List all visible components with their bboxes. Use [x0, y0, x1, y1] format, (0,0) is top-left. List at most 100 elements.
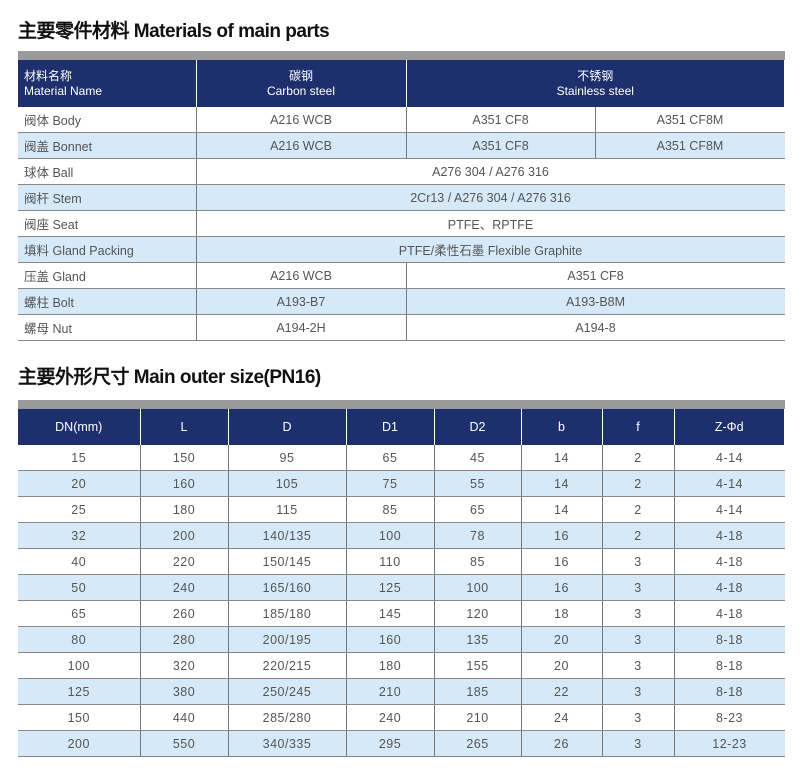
sizes-header-row: DN(mm) L D D1 D2 b f Z-Φd	[18, 409, 785, 445]
carbon-steel-material: A216 WCB	[195, 107, 406, 133]
table-row: 螺母 Nut A194-2H A194-8	[18, 314, 785, 341]
size-cell: 100	[345, 522, 434, 549]
table-row: 阀座 Seat PTFE、RPTFE	[18, 210, 785, 237]
size-cell: 65	[345, 445, 434, 471]
size-cell: 150	[18, 704, 140, 731]
table-row: 125 380 250/245 210 185 22 3 8-18	[18, 678, 785, 705]
size-cell: 15	[18, 445, 140, 471]
size-cell: 20	[520, 652, 602, 679]
size-cell: 65	[433, 496, 521, 523]
size-cell: 22	[520, 678, 602, 705]
size-cell: 3	[601, 704, 674, 731]
size-cell: 265	[433, 730, 521, 757]
size-cell: 550	[139, 730, 228, 757]
size-cell: 16	[520, 548, 602, 575]
table-row: 150 440 285/280 240 210 24 3 8-23	[18, 704, 785, 731]
table-row: 填料 Gland Packing PTFE/柔性石墨 Flexible Graph…	[18, 236, 785, 263]
part-name: 螺母 Nut	[18, 314, 196, 341]
size-cell: 185	[433, 678, 521, 705]
size-cell: 80	[18, 626, 140, 653]
size-cell: 100	[18, 652, 140, 679]
size-cell: 210	[345, 678, 434, 705]
part-name: 阀盖 Bonnet	[18, 132, 196, 159]
size-cell: 165/160	[227, 574, 346, 601]
sizes-title: 主要外形尺寸 Main outer size(PN16)	[18, 367, 321, 388]
size-cell: 2	[601, 445, 674, 471]
size-cell: 4-18	[673, 600, 785, 627]
size-cell: 3	[601, 574, 674, 601]
size-cell: 8-23	[673, 704, 785, 731]
size-cell: 3	[601, 730, 674, 757]
stainless-cf8m-material: A351 CF8M	[594, 107, 785, 133]
column-header: b	[520, 409, 603, 445]
size-cell: 14	[520, 470, 602, 497]
size-cell: 8-18	[673, 678, 785, 705]
size-cell: 32	[18, 522, 140, 549]
materials-title: 主要零件材料 Materials of main parts	[18, 21, 330, 42]
size-cell: 320	[139, 652, 228, 679]
size-cell: 24	[520, 704, 602, 731]
size-cell: 220/215	[227, 652, 346, 679]
size-cell: 16	[520, 574, 602, 601]
size-cell: 20	[18, 470, 140, 497]
sizes-table: DN(mm) L D D1 D2 b f Z-Φd 15 150 95 65 45 14 2 4-14 20 1…	[18, 409, 785, 757]
materials-table: 材料名称 Material Name 碳钢 Carbon steel 不锈钢 Stai…	[18, 60, 785, 341]
size-cell: 150	[139, 445, 228, 471]
materials-header-row: 材料名称 Material Name 碳钢 Carbon steel 不锈钢 Stai…	[18, 60, 785, 107]
size-cell: 180	[345, 652, 434, 679]
size-cell: 2	[601, 470, 674, 497]
size-cell: 3	[601, 548, 674, 575]
table-row: 15 150 95 65 45 14 2 4-14	[18, 445, 785, 471]
size-cell: 115	[227, 496, 346, 523]
size-cell: 12-23	[673, 730, 785, 757]
size-cell: 3	[601, 678, 674, 705]
part-name: 阀体 Body	[18, 107, 196, 133]
part-name: 螺柱 Bolt	[18, 288, 196, 315]
carbon-steel-material: A193-B7	[195, 288, 406, 315]
column-header: DN(mm)	[18, 409, 141, 445]
size-cell: 120	[433, 600, 521, 627]
carbon-steel-material: A216 WCB	[195, 132, 406, 159]
size-cell: 140/135	[227, 522, 346, 549]
table-row: 100 320 220/215 180 155 20 3 8-18	[18, 652, 785, 679]
table-row: 压盖 Gland A216 WCB A351 CF8	[18, 262, 785, 289]
size-cell: 14	[520, 496, 602, 523]
column-header: f	[601, 409, 675, 445]
size-cell: 18	[520, 600, 602, 627]
part-name: 填料 Gland Packing	[18, 236, 196, 263]
size-cell: 20	[520, 626, 602, 653]
materials-header-bar	[18, 51, 785, 60]
table-row: 球体 Ball A276 304 / A276 316	[18, 158, 785, 185]
size-cell: 295	[345, 730, 434, 757]
table-row: 80 280 200/195 160 135 20 3 8-18	[18, 626, 785, 653]
size-cell: 45	[433, 445, 521, 471]
size-cell: 155	[433, 652, 521, 679]
size-cell: 250/245	[227, 678, 346, 705]
size-cell: 65	[18, 600, 140, 627]
size-cell: 8-18	[673, 626, 785, 653]
header-carbon-steel: 碳钢 Carbon steel	[195, 60, 407, 107]
size-cell: 4-14	[673, 445, 785, 471]
size-cell: 240	[345, 704, 434, 731]
size-cell: 380	[139, 678, 228, 705]
material-all: PTFE/柔性石墨 Flexible Graphite	[195, 236, 785, 263]
part-name: 阀座 Seat	[18, 210, 196, 237]
size-cell: 4-14	[673, 470, 785, 497]
carbon-steel-material: A194-2H	[195, 314, 406, 341]
size-cell: 16	[520, 522, 602, 549]
table-row: 32 200 140/135 100 78 16 2 4-18	[18, 522, 785, 549]
size-cell: 75	[345, 470, 434, 497]
size-cell: 110	[345, 548, 434, 575]
material-all: PTFE、RPTFE	[195, 210, 785, 237]
size-cell: 160	[139, 470, 228, 497]
size-cell: 3	[601, 600, 674, 627]
table-row: 40 220 150/145 110 85 16 3 4-18	[18, 548, 785, 575]
column-header: L	[139, 409, 229, 445]
size-cell: 85	[345, 496, 434, 523]
header-stainless-steel: 不锈钢 Stainless steel	[405, 60, 785, 107]
size-cell: 145	[345, 600, 434, 627]
size-cell: 2	[601, 522, 674, 549]
size-cell: 25	[18, 496, 140, 523]
size-cell: 4-14	[673, 496, 785, 523]
size-cell: 85	[433, 548, 521, 575]
